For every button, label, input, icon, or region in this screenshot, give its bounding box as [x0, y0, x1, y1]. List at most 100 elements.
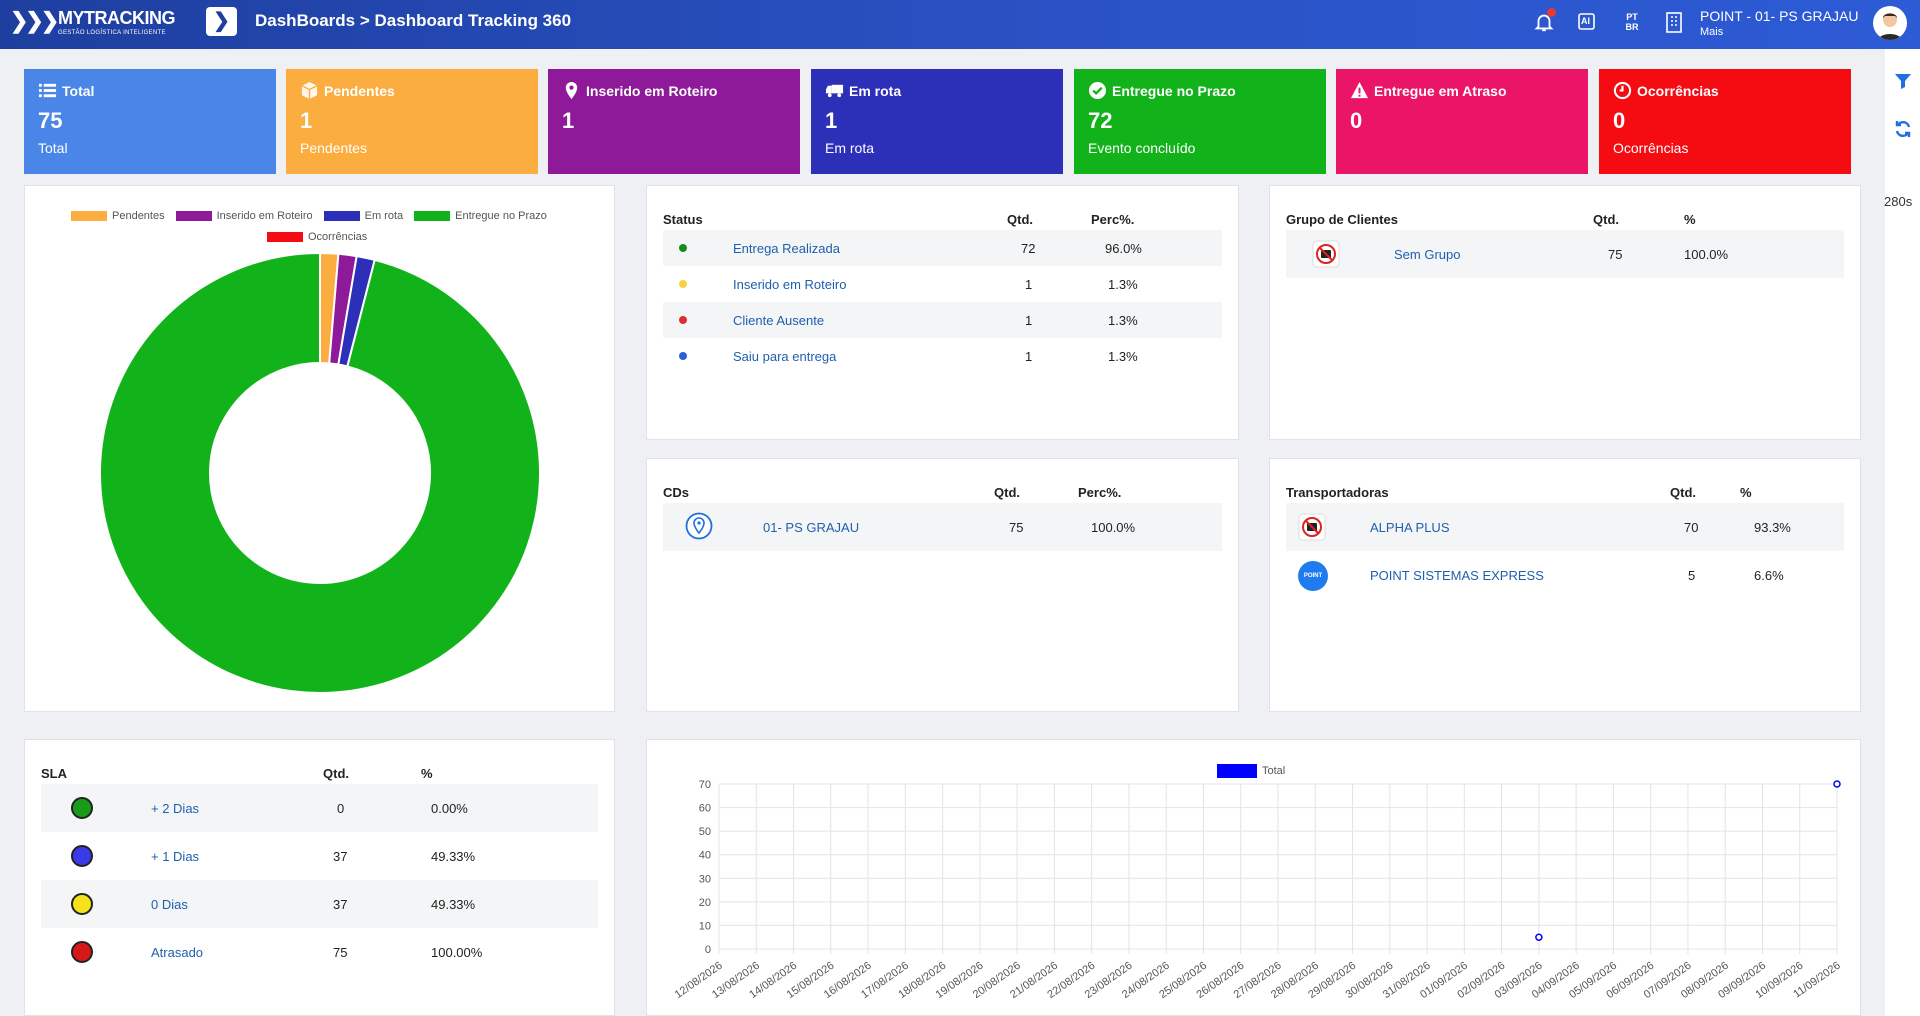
truck-icon: [825, 84, 844, 98]
box-icon: [301, 81, 318, 100]
sla-qty: 0: [337, 801, 345, 816]
status-qty: 1: [1025, 349, 1033, 364]
brand-tagline: GESTÃO LOGÍSTICA INTELIGENTE: [58, 30, 166, 36]
sla-link[interactable]: Atrasado: [151, 945, 204, 960]
kpi-value: 0: [1613, 108, 1626, 133]
legend-swatch: [71, 211, 107, 221]
kpi-sub: Ocorrências: [1613, 140, 1689, 156]
kpi-pendentes[interactable]: Pendentes 1 Pendentes: [286, 69, 538, 174]
kpi-value: 75: [38, 108, 63, 133]
donut-slice[interactable]: [99, 251, 541, 694]
table-row[interactable]: Atrasado 75 100.00%: [41, 928, 598, 976]
clock-icon: [1613, 81, 1632, 100]
kpi-em-rota[interactable]: Em rota 1 Em rota: [811, 69, 1063, 174]
table-row[interactable]: ALPHA PLUS 70 93.3%: [1286, 503, 1844, 551]
legend-label[interactable]: Total: [1262, 765, 1286, 777]
status-link[interactable]: Cliente Ausente: [733, 313, 825, 328]
legend-label[interactable]: Em rota: [364, 210, 404, 222]
table-row[interactable]: + 2 Dias 0 0.00%: [41, 784, 598, 832]
col-pct: %: [1684, 212, 1696, 227]
legend-label[interactable]: Entregue no Prazo: [455, 210, 547, 222]
language-selector[interactable]: PT BR: [1618, 8, 1646, 36]
y-tick-label: 0: [705, 944, 711, 956]
legend-label[interactable]: Inserido em Roteiro: [216, 210, 313, 222]
kpi-inserido-roteiro[interactable]: Inserido em Roteiro 1: [548, 69, 800, 174]
filter-icon[interactable]: [1893, 71, 1913, 91]
brand-chevrons-icon: ❯❯❯: [10, 8, 59, 33]
table-row[interactable]: Saiu para entrega 1 1.3%: [663, 338, 1222, 374]
sla-link[interactable]: 0 Dias: [151, 897, 188, 912]
legend-swatch: [175, 211, 212, 221]
cd-pct: 100.0%: [1091, 520, 1136, 535]
table-header: Status Qtd. Perc%.: [663, 208, 1222, 230]
table-row[interactable]: Sem Grupo 75 100.0%: [1286, 230, 1844, 278]
table-row[interactable]: Cliente Ausente 1 1.3%: [663, 302, 1222, 338]
breadcrumb: DashBoards > Dashboard Tracking 360: [255, 11, 572, 30]
cds-panel: CDs Qtd. Perc%. 01- PS GRAJAU 75 100.0%: [646, 458, 1239, 712]
table-row[interactable]: POINT POINT SISTEMAS EXPRESS 5 6.6%: [1286, 551, 1844, 599]
sla-qty: 75: [333, 945, 348, 960]
col-qtd: Qtd.: [1670, 485, 1696, 500]
kpi-ocorrencias[interactable]: Ocorrências 0 Ocorrências: [1599, 69, 1851, 174]
transportadora-link[interactable]: ALPHA PLUS: [1370, 520, 1450, 535]
transportadora-pct: 93.3%: [1754, 520, 1791, 535]
table-row[interactable]: Entrega Realizada 72 96.0%: [663, 230, 1222, 266]
transportadora-link[interactable]: POINT SISTEMAS EXPRESS: [1370, 568, 1544, 583]
legend-label[interactable]: Ocorrências: [308, 231, 368, 243]
ai-button[interactable]: AI: [1574, 8, 1602, 36]
status-link[interactable]: Inserido em Roteiro: [733, 277, 847, 292]
data-point[interactable]: [1535, 933, 1543, 941]
status-table-panel: Status Qtd. Perc%. Entrega Realizada 72 …: [646, 185, 1239, 440]
y-tick-label: 50: [699, 826, 711, 838]
sidebar-toggle-button[interactable]: ❯: [206, 7, 237, 36]
donut-chart[interactable]: [25, 186, 616, 713]
status-pct: 1.3%: [1108, 313, 1138, 328]
table-header: CDs Qtd. Perc%.: [663, 481, 1222, 503]
list-icon: [38, 83, 57, 98]
y-tick-label: 30: [699, 873, 711, 885]
kpi-entregue-prazo[interactable]: Entregue no Prazo 72 Evento concluído: [1074, 69, 1326, 174]
building-button[interactable]: [1660, 8, 1688, 36]
brand-logo[interactable]: ❯❯❯ MYTRACKING GESTÃO LOGÍSTICA INTELIGE…: [10, 6, 190, 42]
point-logo-icon: POINT: [1298, 561, 1328, 591]
kpi-sub: Em rota: [825, 140, 875, 156]
sla-link[interactable]: + 1 Dias: [151, 849, 200, 864]
kpi-sub: Evento concluído: [1088, 140, 1196, 156]
kpi-total[interactable]: Total 75 Total: [24, 69, 276, 174]
avatar[interactable]: [1873, 6, 1907, 40]
y-tick-label: 40: [699, 850, 711, 862]
table-row[interactable]: Inserido em Roteiro 1 1.3%: [663, 266, 1222, 302]
table-row[interactable]: 0 Dias 37 49.33%: [41, 880, 598, 928]
line-chart[interactable]: 01020304050607012/08/202613/08/202614/08…: [647, 740, 1862, 1016]
grupo-link[interactable]: Sem Grupo: [1394, 247, 1461, 262]
data-point[interactable]: [1833, 780, 1841, 788]
col-perc: Perc%.: [1078, 485, 1122, 500]
table-header: Transportadoras Qtd. %: [1286, 481, 1844, 503]
col-qtd: Qtd.: [994, 485, 1020, 500]
col-status: Status: [663, 212, 703, 227]
tenant-sub: Mais: [1700, 26, 1724, 38]
status-link[interactable]: Saiu para entrega: [733, 349, 837, 364]
kpi-label: Pendentes: [324, 82, 395, 99]
donut-legend-row2: Ocorrências: [267, 231, 367, 243]
cd-link[interactable]: 01- PS GRAJAU: [763, 520, 860, 535]
sla-circle-icon: [71, 941, 93, 963]
col-grupo: Grupo de Clientes: [1286, 212, 1398, 227]
notifications-button[interactable]: [1530, 8, 1558, 36]
refresh-icon[interactable]: [1893, 119, 1913, 139]
table-header: SLA Qtd. %: [41, 762, 598, 784]
ai-label: AI: [1581, 16, 1590, 26]
donut-legend: Pendentes Inserido em Roteiro Em rota En…: [71, 210, 547, 222]
sla-pct: 49.33%: [431, 897, 476, 912]
status-link[interactable]: Entrega Realizada: [733, 241, 840, 256]
table-row[interactable]: + 1 Dias 37 49.33%: [41, 832, 598, 880]
line-legend: Total: [1217, 764, 1285, 778]
legend-label[interactable]: Pendentes: [112, 210, 165, 222]
col-perc: Perc%.: [1091, 212, 1135, 227]
grupo-table: Grupo de Clientes Qtd. % Sem Grupo 75 10…: [1286, 208, 1844, 278]
kpi-entregue-atraso[interactable]: Entregue em Atraso 0: [1336, 69, 1588, 174]
tenant-selector[interactable]: POINT - 01- PS GRAJAU Mais: [1700, 8, 1858, 38]
y-tick-label: 10: [699, 920, 711, 932]
sla-link[interactable]: + 2 Dias: [151, 801, 200, 816]
table-row[interactable]: 01- PS GRAJAU 75 100.0%: [663, 503, 1222, 551]
